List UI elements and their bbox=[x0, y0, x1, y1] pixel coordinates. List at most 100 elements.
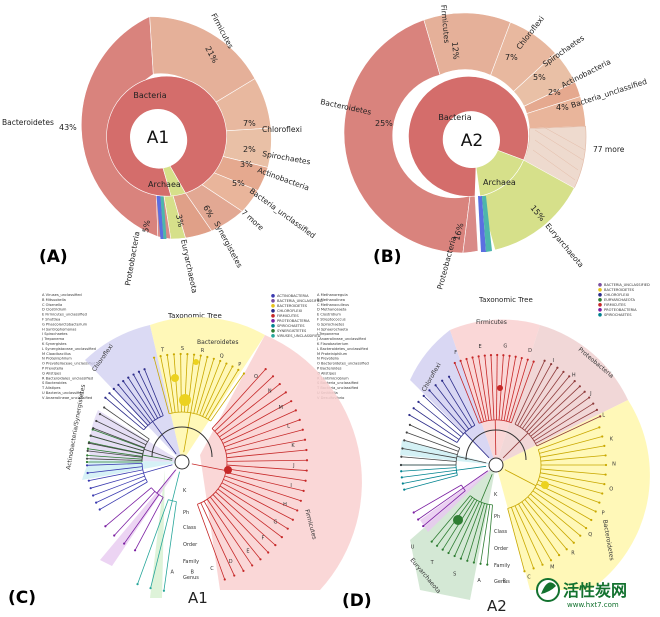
species-list-item: K Flavobacterium bbox=[317, 342, 349, 346]
tree-stem bbox=[142, 454, 173, 461]
clade-sector-actino-c bbox=[89, 410, 182, 462]
species-list-item: J Anaerolineae_unclassified bbox=[316, 337, 366, 341]
pct-unclass-a: 5% bbox=[232, 179, 245, 188]
tree-branch bbox=[93, 427, 145, 449]
tree-branch bbox=[534, 487, 592, 521]
tree-leaf-letter: I bbox=[290, 483, 291, 489]
tree-leaf-letter: P bbox=[238, 362, 241, 368]
tree-leaf-letter: S bbox=[453, 572, 456, 578]
tree-leaf-node bbox=[305, 459, 309, 462]
tree-leaf-letter: G bbox=[274, 520, 278, 526]
tree-branch bbox=[533, 403, 594, 442]
tree-branch bbox=[153, 357, 170, 414]
rank-labels-d: K Ph Class Order Family Genus bbox=[494, 492, 510, 585]
tree-branch bbox=[133, 374, 159, 419]
tree-leaf-node bbox=[400, 470, 403, 473]
label-7more-a: 7 more bbox=[240, 208, 266, 233]
tree-branch bbox=[226, 449, 307, 459]
tree-leaf-node bbox=[242, 569, 245, 572]
legend-marker-icon bbox=[271, 314, 275, 318]
species-list-item: R Lentimicrobium bbox=[317, 376, 349, 380]
tree-leaf-node bbox=[159, 355, 162, 358]
tree-leaf-node bbox=[562, 370, 565, 373]
clade-sector-firmicutes-d bbox=[450, 319, 540, 465]
tree-leaf-node bbox=[477, 355, 480, 358]
tree-branch bbox=[150, 500, 173, 589]
tree-branch bbox=[127, 377, 156, 421]
tree-leaf-node bbox=[87, 442, 90, 445]
tree-leaf-node bbox=[87, 479, 90, 482]
species-list-item: G Spirochaetes bbox=[317, 322, 344, 326]
tree-leaf-letter: U bbox=[411, 544, 415, 550]
species-list-item: L Synergistaceae_unclassified bbox=[42, 347, 96, 351]
label-77more-b: 77 more bbox=[593, 145, 625, 154]
tree-branch bbox=[460, 360, 482, 423]
tree-leaf-letter: K bbox=[291, 443, 295, 449]
tree-branch bbox=[517, 363, 552, 426]
tree-branch bbox=[441, 380, 473, 428]
species-list-item: Q Alistipes bbox=[42, 371, 61, 375]
legend-entry: SPIROCHAETES bbox=[604, 313, 632, 317]
tree-branch-arc bbox=[168, 499, 177, 503]
label-chloroflexi-a: Chloroflexi bbox=[262, 125, 302, 134]
tree-branch bbox=[532, 397, 590, 439]
species-list-item: E Firmicutes_unclassified bbox=[42, 313, 87, 317]
tree-branch bbox=[113, 388, 149, 426]
tree-branch bbox=[226, 459, 307, 462]
species-list-item: G Phascolarctobacterium bbox=[42, 322, 88, 326]
wedge-bacteroidetes-b bbox=[343, 19, 471, 254]
legend-marker-icon bbox=[271, 309, 275, 313]
tree-branch bbox=[506, 357, 523, 422]
tree-branch bbox=[196, 358, 215, 415]
tree-branch bbox=[522, 371, 564, 429]
tree-leaf-node bbox=[489, 354, 493, 357]
tree-leaf-letter: A bbox=[171, 570, 175, 576]
tree-leaf-node bbox=[92, 494, 95, 497]
tree-leaf-node bbox=[95, 419, 98, 423]
tree-branch bbox=[138, 371, 161, 418]
tree-leaf-node bbox=[523, 570, 526, 573]
species-list-item: D Clostridium bbox=[42, 308, 67, 312]
tree-leaf-letter: Q bbox=[588, 532, 592, 538]
tree-leaf-node bbox=[86, 471, 89, 475]
tree-leaf-node bbox=[400, 455, 403, 458]
tree-branch bbox=[413, 484, 462, 513]
tree-leaf-node bbox=[136, 583, 139, 586]
tree-leaf-node bbox=[137, 370, 141, 373]
tree-branch bbox=[118, 384, 151, 424]
tree-branch bbox=[404, 474, 458, 490]
tree-leaf-node bbox=[104, 525, 107, 528]
legend-marker-icon bbox=[598, 283, 602, 287]
tree-leaf-node bbox=[604, 473, 607, 476]
legend-marker-icon bbox=[598, 288, 602, 292]
tree-leaf-node bbox=[428, 389, 431, 392]
tree-leaf-node bbox=[86, 454, 89, 457]
legend-marker-icon bbox=[598, 313, 602, 317]
tree-leaf-letter: H bbox=[572, 372, 576, 378]
tree-branch bbox=[137, 499, 169, 585]
tree-leaf-node bbox=[604, 454, 607, 457]
tree-branch bbox=[539, 436, 603, 454]
tree-leaf-node bbox=[417, 400, 420, 403]
tree-stem bbox=[494, 419, 497, 456]
tree-leaf-node bbox=[304, 479, 307, 482]
tree-leaf-letter: E bbox=[246, 549, 249, 555]
tree-leaf-node bbox=[152, 356, 156, 359]
clade-label-firmicutes-d: Firmicutes bbox=[476, 319, 507, 326]
clade-sector-firmicutes-c bbox=[200, 335, 362, 590]
tree-root-d bbox=[488, 457, 504, 473]
tree-branch bbox=[524, 376, 570, 431]
tree-branch bbox=[223, 479, 298, 511]
tree-leaf-node bbox=[549, 559, 553, 562]
tree-leaf-node bbox=[447, 375, 451, 378]
species-list-item: B Mitsuokella bbox=[42, 298, 66, 302]
rank-label: Order bbox=[183, 542, 198, 548]
tree-leaf-node bbox=[447, 551, 450, 555]
species-list-item: T Bacteria_unclassified bbox=[316, 386, 358, 390]
rank-label: Genus bbox=[183, 575, 199, 581]
tree-leaf-node bbox=[603, 483, 606, 486]
rank-label: Ph bbox=[494, 514, 500, 520]
tree-branch bbox=[166, 354, 176, 413]
tree-leaf-node bbox=[233, 574, 236, 577]
tree-branch bbox=[92, 475, 145, 496]
